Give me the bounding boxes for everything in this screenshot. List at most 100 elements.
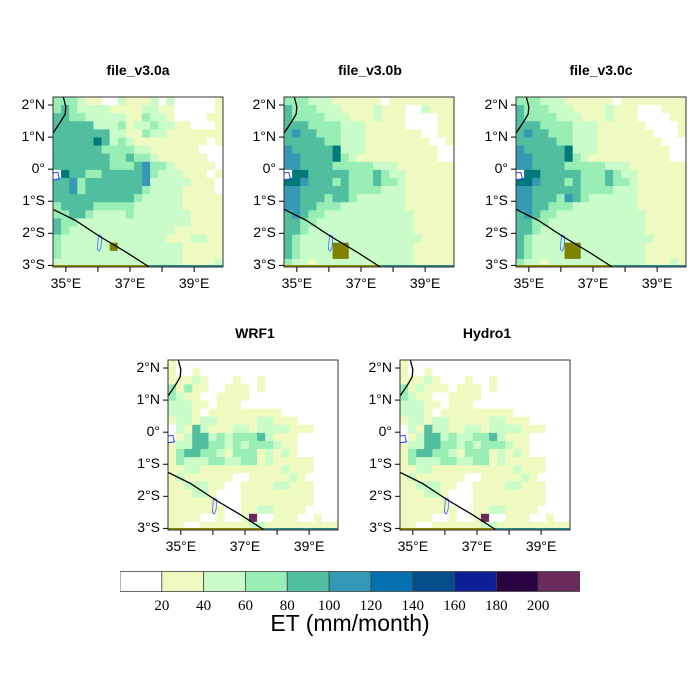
grid-cell xyxy=(150,105,159,114)
grid-cell xyxy=(257,481,266,490)
grid-cell xyxy=(605,258,614,268)
grid-cell xyxy=(200,432,209,442)
grid-cell xyxy=(629,194,638,203)
grid-cell xyxy=(332,218,341,227)
grid-cell xyxy=(184,392,193,401)
plot-frame xyxy=(515,96,687,268)
grid-cell xyxy=(456,513,466,523)
grid-cell xyxy=(300,137,309,146)
grid-cell xyxy=(629,218,638,227)
grid-cell xyxy=(677,137,687,146)
grid-cell xyxy=(281,449,290,458)
grid-cell xyxy=(85,202,94,211)
grid-cell xyxy=(340,121,350,130)
grid-cell xyxy=(645,218,654,227)
grid-cell xyxy=(190,258,200,268)
grid-cell xyxy=(529,424,538,434)
grid-cell xyxy=(240,489,250,498)
grid-cell xyxy=(208,457,217,466)
grid-cell xyxy=(297,440,306,450)
grid-cell xyxy=(373,161,382,171)
grid-cell xyxy=(440,449,449,458)
grid-cell xyxy=(572,210,582,219)
grid-cell xyxy=(198,121,208,130)
grid-cell xyxy=(182,177,191,187)
grid-cell xyxy=(497,408,506,417)
grid-cell xyxy=(408,360,417,369)
grid-cell xyxy=(200,400,209,409)
grid-cell xyxy=(214,129,224,138)
grid-cell xyxy=(313,376,323,385)
grid-cell xyxy=(324,258,333,268)
grid-cell xyxy=(572,226,582,235)
grid-cell xyxy=(400,457,409,466)
grid-cell xyxy=(69,177,78,187)
grid-cell xyxy=(101,242,110,252)
grid-cell xyxy=(445,137,455,146)
grid-cell xyxy=(613,153,622,163)
grid-cell xyxy=(289,481,298,490)
grid-cell xyxy=(356,169,366,179)
grid-cell xyxy=(216,400,225,409)
grid-cell xyxy=(505,424,514,434)
grid-cell xyxy=(580,145,590,154)
grid-cell xyxy=(553,521,563,531)
grid-cell xyxy=(472,440,482,450)
grid-cell xyxy=(53,242,62,252)
grid-cell xyxy=(313,521,323,531)
grid-cell xyxy=(548,161,557,171)
grid-cell xyxy=(174,97,183,106)
grid-cell xyxy=(621,226,630,235)
grid-cell xyxy=(284,177,293,187)
grid-cell xyxy=(206,137,216,146)
grid-cell xyxy=(273,384,282,393)
grid-cell xyxy=(158,218,167,227)
grid-cell xyxy=(677,129,687,138)
grid-cell xyxy=(300,161,309,171)
grid-cell xyxy=(553,449,563,458)
grid-cell xyxy=(505,440,514,450)
grid-cell xyxy=(206,250,216,260)
grid-cell xyxy=(397,129,406,138)
grid-cell xyxy=(364,250,374,260)
grid-cell xyxy=(424,521,433,531)
grid-cell xyxy=(150,234,159,244)
grid-cell xyxy=(529,513,538,523)
grid-cell xyxy=(240,424,250,434)
grid-cell xyxy=(184,424,193,434)
grid-cell xyxy=(232,449,242,458)
grid-cell xyxy=(580,129,590,138)
grid-cell xyxy=(596,113,606,122)
grid-cell xyxy=(489,505,498,515)
grid-cell xyxy=(572,121,582,130)
grid-cell xyxy=(381,210,390,219)
grid-cell xyxy=(224,449,234,458)
grid-cell xyxy=(561,489,571,498)
grid-cell xyxy=(373,169,382,179)
grid-cell xyxy=(93,226,102,235)
grid-cell xyxy=(308,153,317,163)
grid-cell xyxy=(505,384,514,393)
grid-cell xyxy=(150,137,159,146)
grid-cell xyxy=(424,384,433,393)
grid-cell xyxy=(464,521,474,531)
grid-cell xyxy=(424,489,433,498)
grid-cell xyxy=(545,432,555,442)
grid-cell xyxy=(424,392,433,401)
grid-cell xyxy=(445,194,455,203)
grid-cell xyxy=(572,169,582,179)
grid-cell xyxy=(77,129,86,138)
grid-cell xyxy=(329,432,339,442)
grid-cell xyxy=(321,424,331,434)
grid-cell xyxy=(69,218,78,227)
grid-cell xyxy=(190,97,200,106)
grid-cell xyxy=(182,194,191,203)
grid-cell xyxy=(448,481,457,490)
grid-cell xyxy=(505,489,514,498)
grid-cell xyxy=(292,258,301,268)
grid-cell xyxy=(69,202,78,211)
grid-cell xyxy=(273,513,282,523)
grid-cell xyxy=(77,258,86,268)
grid-cell xyxy=(580,234,590,244)
grid-cell xyxy=(637,105,646,114)
